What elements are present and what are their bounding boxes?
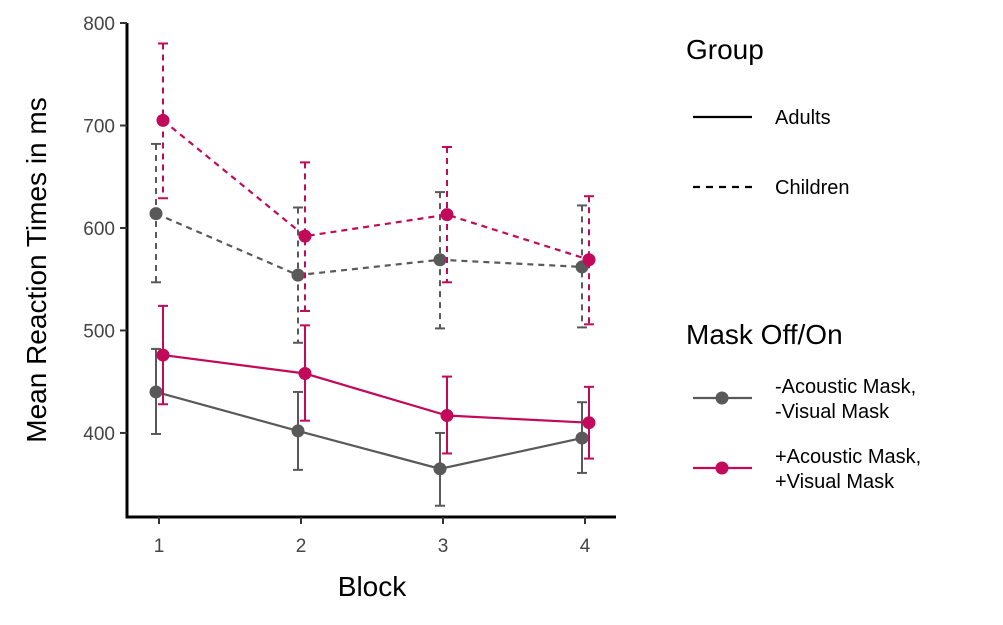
series-children-off	[149, 142, 589, 344]
data-point	[149, 207, 163, 221]
legend-label-mask-off-line-1: -Acoustic Mask,	[775, 376, 916, 398]
data-point	[582, 253, 596, 267]
data-point	[149, 385, 163, 399]
plot-area	[149, 42, 596, 507]
x-tick-label: 3	[438, 536, 449, 557]
x-tick-label: 2	[296, 536, 307, 557]
data-point	[433, 462, 447, 476]
legend-title-mask: Mask Off/On	[686, 319, 843, 350]
data-point	[433, 253, 447, 267]
series-line	[162, 353, 590, 424]
data-point	[156, 113, 170, 127]
legend-key-point-mask-on	[715, 461, 729, 475]
y-tick-label: 700	[83, 116, 115, 137]
legend-label-mask-on-line-2: +Visual Mask	[775, 471, 895, 493]
data-point	[298, 367, 312, 381]
y-tick-label: 600	[83, 219, 115, 240]
data-point	[575, 431, 589, 445]
y-axis-title: Mean Reaction Times in ms	[21, 97, 52, 442]
data-point	[298, 229, 312, 243]
x-axis-title: Block	[338, 571, 407, 602]
y-tick-label: 400	[83, 424, 115, 445]
data-point	[582, 416, 596, 430]
series-adults-on	[156, 304, 596, 460]
data-point	[291, 424, 305, 438]
series-line	[155, 390, 583, 470]
legend-title-group: Group	[686, 34, 764, 65]
series-children-on	[156, 42, 596, 326]
data-point	[440, 208, 454, 222]
data-point	[440, 409, 454, 423]
axes: 400 500 600 700 800 1 2 3 4	[83, 14, 616, 557]
series-adults-off	[149, 347, 589, 507]
series-line	[155, 212, 583, 277]
legend-label-children: Children	[775, 177, 849, 199]
data-point	[156, 348, 170, 362]
legend: Group Adults Children Mask Off/On -Acoustic …	[686, 34, 921, 493]
y-tick-label: 800	[83, 14, 115, 35]
legend-label-adults: Adults	[775, 107, 831, 129]
x-tick-label: 1	[154, 536, 165, 557]
legend-label-mask-off-line-2: -Visual Mask	[775, 401, 890, 423]
legend-label-mask-on-line-1: +Acoustic Mask,	[775, 446, 921, 468]
series-line	[162, 119, 590, 261]
legend-key-point-mask-off	[715, 391, 729, 405]
data-point	[291, 268, 305, 282]
x-tick-label: 4	[580, 536, 591, 557]
y-tick-label: 500	[83, 321, 115, 342]
